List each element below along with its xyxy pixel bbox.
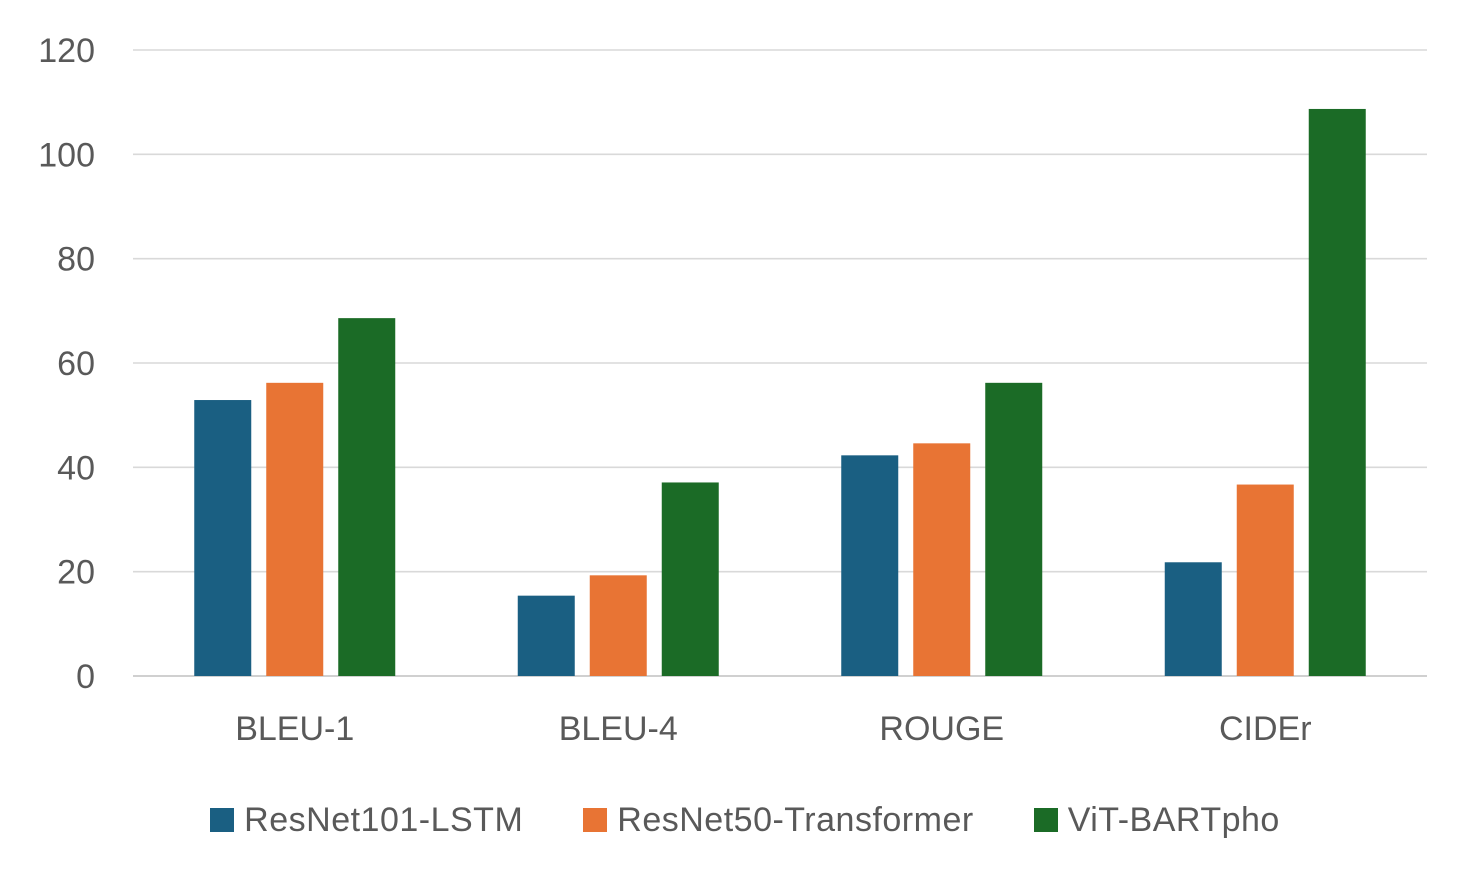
legend-swatch xyxy=(583,808,608,832)
y-tick-label: 120 xyxy=(38,32,95,70)
bar xyxy=(841,455,899,676)
bar xyxy=(985,382,1043,676)
bar xyxy=(517,595,575,676)
y-tick-label: 20 xyxy=(57,554,95,592)
legend-item-series-2: ViT-BARTpho xyxy=(1033,800,1280,840)
legend-item-series-1: ResNet50-Transformer xyxy=(583,801,973,840)
bar xyxy=(589,575,647,676)
bar xyxy=(194,400,252,676)
legend-swatch xyxy=(1033,808,1058,832)
y-tick-label: 0 xyxy=(76,658,95,696)
legend-label: ViT-BARTpho xyxy=(1067,800,1280,839)
legend: ResNet101-LSTM ResNet50-Transformer ViT-… xyxy=(0,795,1478,845)
bars xyxy=(194,108,1366,676)
x-tick-label: BLEU-1 xyxy=(235,710,354,748)
bar xyxy=(661,482,719,676)
y-axis-tick-labels: 0 20 40 60 80 100 120 xyxy=(38,32,95,696)
legend-swatch xyxy=(210,808,235,832)
x-tick-label: CIDEr xyxy=(1219,710,1312,748)
y-tick-label: 60 xyxy=(57,345,95,383)
y-tick-label: 80 xyxy=(57,241,95,279)
legend-label: ResNet101-LSTM xyxy=(244,800,524,839)
y-tick-label: 40 xyxy=(57,449,95,487)
y-tick-label: 100 xyxy=(38,136,95,174)
bar xyxy=(1236,484,1294,676)
x-tick-label: ROUGE xyxy=(879,710,1004,748)
legend-label: ResNet50-Transformer xyxy=(617,800,974,839)
bar xyxy=(913,443,971,676)
gridlines xyxy=(133,49,1427,677)
bar xyxy=(1164,562,1222,676)
x-tick-label: BLEU-4 xyxy=(559,710,678,748)
bar xyxy=(266,382,324,676)
legend-item-series-0: ResNet101-LSTM xyxy=(210,801,523,840)
bar xyxy=(1308,108,1366,676)
x-axis-category-labels: BLEU-1 BLEU-4 ROUGE CIDEr xyxy=(235,710,1311,748)
bar xyxy=(338,318,396,676)
